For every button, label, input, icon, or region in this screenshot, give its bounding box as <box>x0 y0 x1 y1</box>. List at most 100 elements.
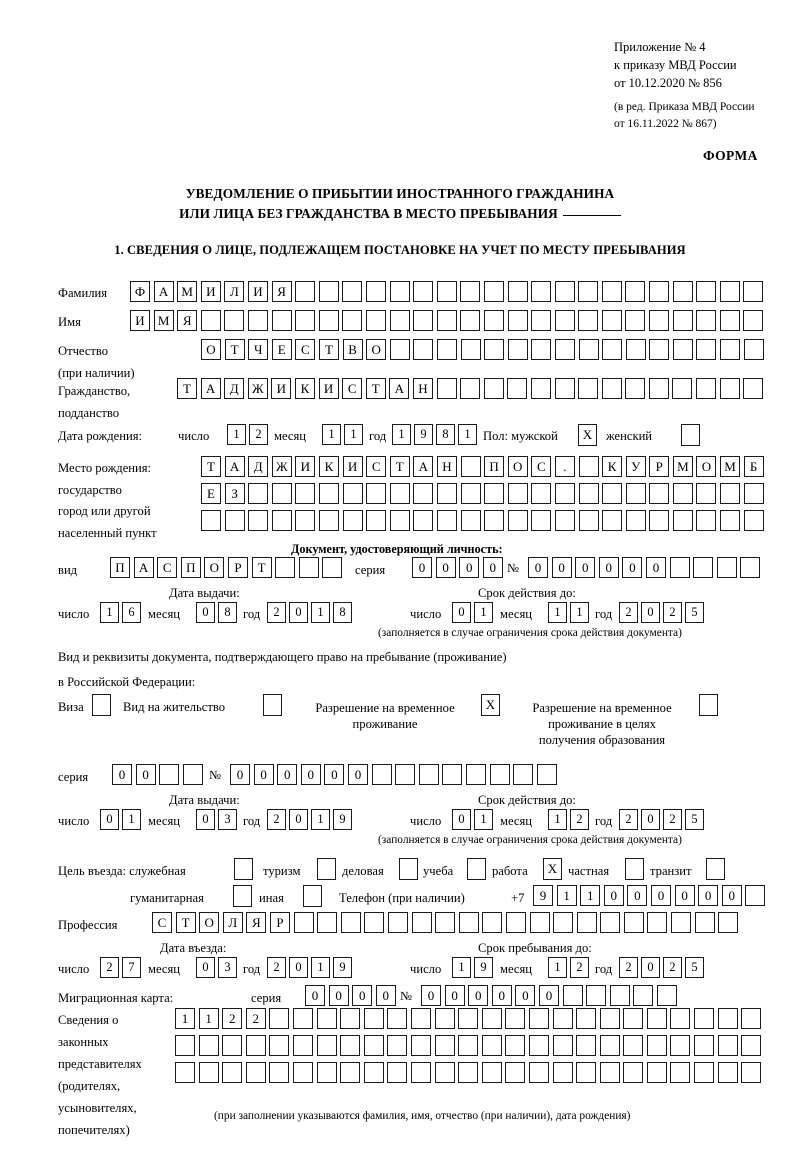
char-box[interactable] <box>436 483 457 504</box>
digit-box[interactable]: 1 <box>122 809 141 830</box>
char-box[interactable] <box>649 510 670 531</box>
digit-box[interactable]: 5 <box>685 602 704 623</box>
char-box[interactable]: 0 <box>645 557 666 578</box>
char-box[interactable] <box>625 281 646 302</box>
char-box[interactable] <box>528 1008 549 1029</box>
char-box[interactable] <box>672 483 693 504</box>
char-box[interactable]: К <box>294 378 315 399</box>
purpose-study-checkbox[interactable] <box>467 858 486 880</box>
char-box[interactable] <box>436 339 457 360</box>
char-box[interactable]: 0 <box>352 985 373 1006</box>
char-box[interactable] <box>200 310 221 331</box>
char-box[interactable]: Ж <box>271 456 292 477</box>
digit-box[interactable]: 1 <box>344 424 363 445</box>
char-box[interactable] <box>625 339 646 360</box>
char-box[interactable]: И <box>295 456 316 477</box>
char-box[interactable]: В <box>342 339 363 360</box>
char-box[interactable] <box>528 1062 549 1083</box>
char-box[interactable] <box>460 378 481 399</box>
char-box[interactable] <box>413 310 434 331</box>
char-box[interactable] <box>601 310 622 331</box>
char-box[interactable] <box>436 378 457 399</box>
digit-box[interactable]: 1 <box>322 424 341 445</box>
char-box[interactable] <box>696 310 717 331</box>
char-box[interactable] <box>340 1062 361 1083</box>
char-box[interactable] <box>578 510 599 531</box>
char-box[interactable]: М <box>153 310 174 331</box>
char-box[interactable]: 0 <box>412 557 432 578</box>
char-box[interactable] <box>292 1062 313 1083</box>
sex-female-checkbox[interactable] <box>681 424 700 446</box>
char-box[interactable] <box>717 1008 738 1029</box>
char-box[interactable] <box>719 281 740 302</box>
char-box[interactable] <box>694 1062 715 1083</box>
char-box[interactable]: 0 <box>721 885 742 906</box>
char-box[interactable]: С <box>157 557 178 578</box>
digit-box[interactable]: 1 <box>548 957 567 978</box>
digit-box[interactable]: 8 <box>436 424 455 445</box>
char-box[interactable]: Т <box>177 378 197 399</box>
digit-box[interactable]: 1 <box>548 602 567 623</box>
char-box[interactable]: 2 <box>245 1008 266 1029</box>
digit-box[interactable]: 0 <box>289 602 308 623</box>
char-box[interactable] <box>656 985 677 1006</box>
char-box[interactable] <box>554 378 575 399</box>
char-box[interactable] <box>434 1062 455 1083</box>
char-box[interactable]: 0 <box>528 557 548 578</box>
char-box[interactable] <box>600 912 621 933</box>
digit-box[interactable]: 1 <box>570 602 589 623</box>
temp-residence-edu-checkbox[interactable] <box>699 694 718 716</box>
digit-box[interactable]: 0 <box>289 957 308 978</box>
char-box[interactable]: Ж <box>247 378 268 399</box>
char-box[interactable] <box>269 1008 290 1029</box>
char-box[interactable]: 0 <box>674 885 695 906</box>
char-box[interactable]: О <box>507 456 528 477</box>
char-box[interactable] <box>672 339 693 360</box>
char-box[interactable] <box>434 1035 455 1056</box>
purpose-tourism-checkbox[interactable] <box>317 858 336 880</box>
char-box[interactable]: 0 <box>538 985 559 1006</box>
char-box[interactable]: Д <box>248 456 269 477</box>
char-box[interactable] <box>599 1008 620 1029</box>
char-box[interactable] <box>458 1035 479 1056</box>
char-box[interactable] <box>507 310 528 331</box>
char-box[interactable] <box>531 310 552 331</box>
char-box[interactable] <box>482 912 503 933</box>
char-box[interactable] <box>316 1062 337 1083</box>
char-box[interactable] <box>743 310 764 331</box>
char-box[interactable] <box>649 281 670 302</box>
char-box[interactable] <box>694 1008 715 1029</box>
char-box[interactable] <box>743 281 764 302</box>
char-box[interactable]: С <box>152 912 172 933</box>
char-box[interactable]: О <box>201 339 221 360</box>
char-box[interactable] <box>363 1062 384 1083</box>
char-box[interactable] <box>271 310 292 331</box>
digit-box[interactable]: 2 <box>249 424 268 445</box>
char-box[interactable]: О <box>204 557 225 578</box>
char-box[interactable] <box>578 281 599 302</box>
char-box[interactable] <box>623 1035 644 1056</box>
char-box[interactable] <box>554 281 575 302</box>
char-box[interactable] <box>465 764 486 785</box>
char-box[interactable] <box>513 764 534 785</box>
char-box[interactable] <box>625 310 646 331</box>
char-box[interactable] <box>586 985 607 1006</box>
char-box[interactable]: Ч <box>248 339 269 360</box>
char-box[interactable] <box>599 1035 620 1056</box>
purpose-business-checkbox[interactable] <box>399 858 418 880</box>
residence-permit-checkbox[interactable] <box>263 694 282 716</box>
char-box[interactable] <box>554 339 575 360</box>
char-box[interactable] <box>342 483 363 504</box>
char-box[interactable] <box>436 510 457 531</box>
digit-box[interactable]: 9 <box>333 809 352 830</box>
char-box[interactable]: 0 <box>603 885 624 906</box>
char-box[interactable] <box>507 378 528 399</box>
char-box[interactable]: Р <box>649 456 670 477</box>
